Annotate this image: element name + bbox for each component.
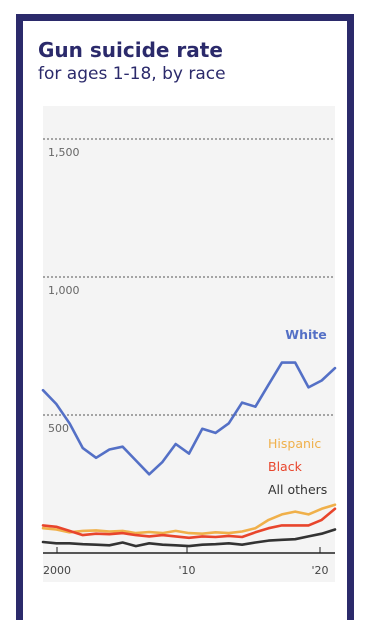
label-layer: 500 1,000 1,500 2000 '10 '20 White Hispanic Blac… (43, 146, 329, 577)
series-label-black: Black (268, 459, 303, 474)
series-line-white (41, 361, 337, 476)
series-label-hispanic: Hispanic (268, 436, 321, 451)
x-tick-label: '20 (311, 564, 328, 577)
series-label-white: White (285, 327, 326, 342)
series-line-black (41, 507, 337, 540)
series-line-all-others (41, 528, 337, 548)
chart-subtitle: for ages 1-18, by race (38, 64, 226, 84)
series-label-all-others: All others (268, 482, 327, 497)
y-tick-label: 1,000 (48, 284, 80, 297)
x-tick-label: 2000 (43, 564, 71, 577)
y-tick-label: 500 (48, 422, 69, 435)
grid-layer (43, 138, 335, 554)
series-layer (41, 361, 337, 548)
chart-title: Gun suicide rate (38, 38, 223, 62)
x-tick-label: '10 (178, 564, 195, 577)
plot-background (43, 106, 335, 582)
series-line-hispanic (41, 503, 337, 536)
y-tick-label: 1,500 (48, 146, 80, 159)
